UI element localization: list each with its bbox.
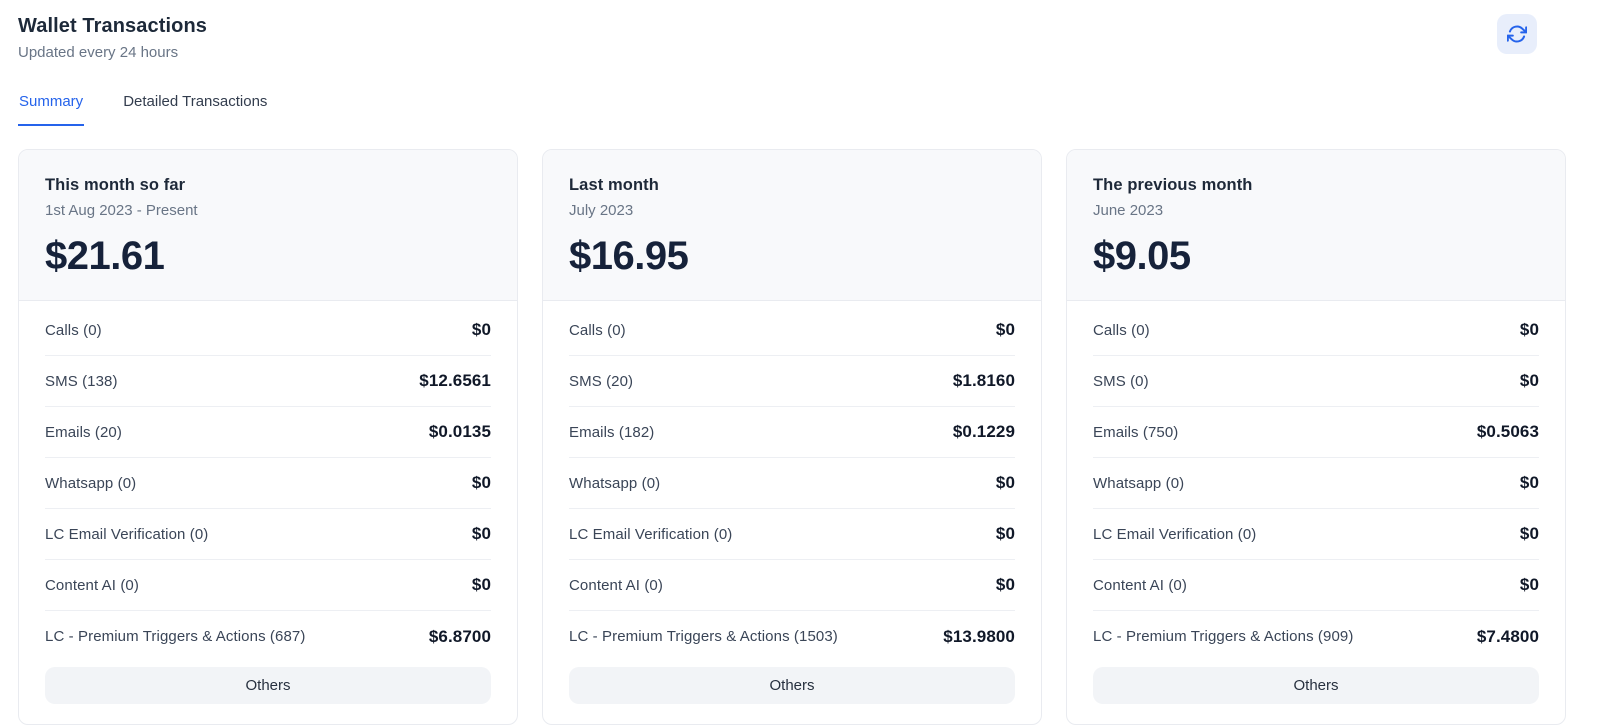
charge-row: SMS (20) $1.8160 bbox=[569, 356, 1015, 407]
charge-label: Content AI (0) bbox=[1093, 576, 1187, 594]
charge-label: Calls (0) bbox=[1093, 321, 1150, 339]
charge-row: LC - Premium Triggers & Actions (687) $6… bbox=[45, 611, 491, 662]
card-title: Last month bbox=[569, 176, 659, 194]
charge-label: Calls (0) bbox=[569, 321, 626, 339]
charge-row: Whatsapp (0) $0 bbox=[45, 458, 491, 509]
card-rows: Calls (0) $0 SMS (20) $1.8160 Emails (18… bbox=[543, 301, 1041, 662]
charge-value: $0 bbox=[995, 473, 1015, 492]
charge-value: $0 bbox=[995, 320, 1015, 339]
charge-value: $0 bbox=[1519, 575, 1539, 594]
card-rows: Calls (0) $0 SMS (138) $12.6561 Emails (… bbox=[19, 301, 517, 662]
charge-label: Content AI (0) bbox=[45, 576, 139, 594]
card-header: Last month July 2023 $16.95 bbox=[543, 150, 1041, 301]
charge-value: $0.1229 bbox=[952, 422, 1015, 441]
charge-label: LC - Premium Triggers & Actions (687) bbox=[45, 628, 306, 645]
charge-value: $13.9800 bbox=[943, 626, 1015, 646]
card-total-amount: $21.61 bbox=[45, 234, 165, 278]
charge-value: $0 bbox=[1519, 473, 1539, 492]
charge-value: $0 bbox=[471, 524, 491, 543]
card-total-amount: $9.05 bbox=[1093, 234, 1191, 278]
charge-value: $6.8700 bbox=[428, 626, 491, 646]
charge-label: Content AI (0) bbox=[569, 576, 663, 594]
charge-label: SMS (0) bbox=[1093, 372, 1149, 390]
charge-value: $0.5063 bbox=[1476, 422, 1539, 441]
charge-label: Emails (182) bbox=[569, 423, 655, 441]
card-title: The previous month bbox=[1093, 176, 1253, 194]
page-subtitle: Updated every 24 hours bbox=[18, 44, 179, 61]
charge-row: Content AI (0) $0 bbox=[1093, 560, 1539, 611]
charge-value: $0 bbox=[995, 524, 1015, 543]
page-header-text: Wallet Transactions Updated every 24 hou… bbox=[18, 14, 207, 62]
charge-row: LC - Premium Triggers & Actions (909) $7… bbox=[1093, 611, 1539, 662]
charge-label: Emails (20) bbox=[45, 423, 122, 441]
charge-label: LC Email Verification (0) bbox=[1093, 525, 1257, 543]
charge-value: $7.4800 bbox=[1476, 626, 1539, 646]
charge-row: Calls (0) $0 bbox=[45, 305, 491, 356]
charge-label: SMS (20) bbox=[569, 372, 634, 390]
charge-label: SMS (138) bbox=[45, 372, 118, 390]
card-rows: Calls (0) $0 SMS (0) $0 Emails (750) $0.… bbox=[1067, 301, 1565, 662]
summary-cards: This month so far 1st Aug 2023 - Present… bbox=[18, 149, 1566, 725]
charge-label: LC - Premium Triggers & Actions (1503) bbox=[569, 628, 838, 645]
charge-value: $12.6561 bbox=[419, 371, 491, 390]
charge-value: $0 bbox=[1519, 371, 1539, 390]
others-button[interactable]: Others bbox=[569, 667, 1015, 704]
charge-label: Whatsapp (0) bbox=[1093, 474, 1185, 492]
card-title: This month so far bbox=[45, 176, 186, 194]
charge-value: $0.0135 bbox=[428, 422, 491, 441]
charge-row: Whatsapp (0) $0 bbox=[569, 458, 1015, 509]
page-header: Wallet Transactions Updated every 24 hou… bbox=[18, 14, 1566, 62]
charge-value: $0 bbox=[471, 575, 491, 594]
charge-row: LC Email Verification (0) $0 bbox=[1093, 509, 1539, 560]
month-summary-card: Last month July 2023 $16.95 Calls (0) $0… bbox=[542, 149, 1042, 725]
tab-bar: Summary Detailed Transactions bbox=[18, 87, 1566, 126]
card-header: The previous month June 2023 $9.05 bbox=[1067, 150, 1565, 301]
charge-row: LC - Premium Triggers & Actions (1503) $… bbox=[569, 611, 1015, 662]
charge-row: SMS (138) $12.6561 bbox=[45, 356, 491, 407]
charge-label: Emails (750) bbox=[1093, 423, 1179, 441]
charge-row: Content AI (0) $0 bbox=[45, 560, 491, 611]
others-button[interactable]: Others bbox=[1093, 667, 1539, 704]
charge-label: LC Email Verification (0) bbox=[45, 525, 209, 543]
charge-row: SMS (0) $0 bbox=[1093, 356, 1539, 407]
charge-label: LC - Premium Triggers & Actions (909) bbox=[1093, 628, 1354, 645]
tab-detailed-transactions[interactable]: Detailed Transactions bbox=[122, 87, 268, 126]
charge-row: Emails (20) $0.0135 bbox=[45, 407, 491, 458]
charge-row: LC Email Verification (0) $0 bbox=[45, 509, 491, 560]
charge-row: Emails (182) $0.1229 bbox=[569, 407, 1015, 458]
charge-value: $1.8160 bbox=[952, 371, 1015, 390]
charge-row: Calls (0) $0 bbox=[1093, 305, 1539, 356]
refresh-icon bbox=[1507, 24, 1527, 44]
card-total-amount: $16.95 bbox=[569, 234, 689, 278]
charge-row: Content AI (0) $0 bbox=[569, 560, 1015, 611]
month-summary-card: The previous month June 2023 $9.05 Calls… bbox=[1066, 149, 1566, 725]
charge-value: $0 bbox=[471, 320, 491, 339]
charge-row: LC Email Verification (0) $0 bbox=[569, 509, 1015, 560]
tab-summary[interactable]: Summary bbox=[18, 87, 85, 126]
others-button[interactable]: Others bbox=[45, 667, 491, 704]
charge-value: $0 bbox=[471, 473, 491, 492]
card-period: July 2023 bbox=[569, 202, 634, 219]
card-period: 1st Aug 2023 - Present bbox=[45, 202, 198, 219]
charge-value: $0 bbox=[1519, 320, 1539, 339]
page-title: Wallet Transactions bbox=[18, 15, 207, 37]
card-period: June 2023 bbox=[1093, 202, 1164, 219]
charge-row: Whatsapp (0) $0 bbox=[1093, 458, 1539, 509]
charge-row: Calls (0) $0 bbox=[569, 305, 1015, 356]
charge-label: LC Email Verification (0) bbox=[569, 525, 733, 543]
refresh-button[interactable] bbox=[1497, 14, 1537, 54]
charge-label: Calls (0) bbox=[45, 321, 102, 339]
charge-value: $0 bbox=[1519, 524, 1539, 543]
charge-value: $0 bbox=[995, 575, 1015, 594]
charge-row: Emails (750) $0.5063 bbox=[1093, 407, 1539, 458]
charge-label: Whatsapp (0) bbox=[45, 474, 137, 492]
month-summary-card: This month so far 1st Aug 2023 - Present… bbox=[18, 149, 518, 725]
card-header: This month so far 1st Aug 2023 - Present… bbox=[19, 150, 517, 301]
charge-label: Whatsapp (0) bbox=[569, 474, 661, 492]
